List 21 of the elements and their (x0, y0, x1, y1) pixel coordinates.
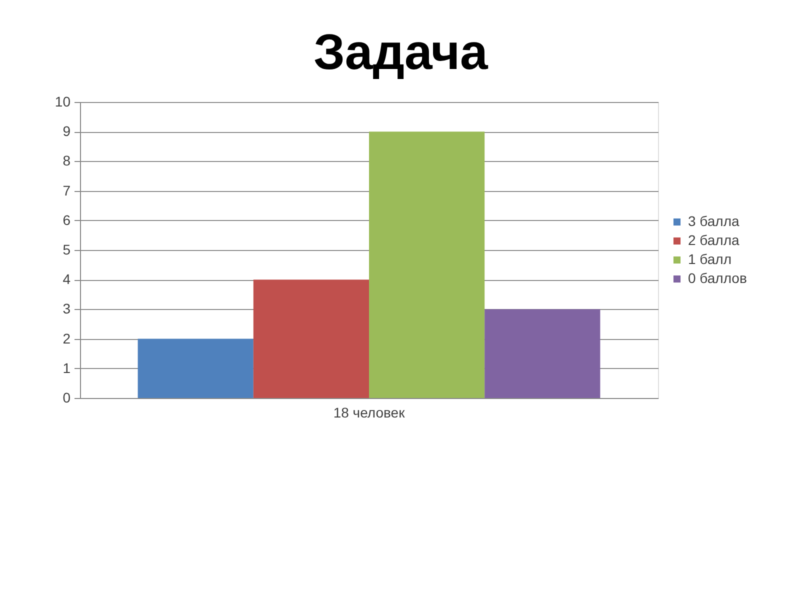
y-tick-label: 0 (62, 390, 71, 406)
y-tick-label: 8 (62, 152, 71, 169)
y-tick-label: 9 (62, 123, 71, 140)
bar (138, 338, 254, 398)
bar (253, 280, 369, 398)
y-tick-label: 4 (62, 271, 71, 288)
legend-label: 2 балла (688, 232, 740, 248)
bar (369, 132, 485, 398)
y-tick-label: 10 (54, 94, 71, 110)
legend-label: 0 баллов (688, 270, 747, 286)
y-tick-label: 6 (62, 212, 71, 228)
y-tick-label: 5 (62, 242, 71, 258)
chart-title: Задача (314, 24, 490, 80)
legend-label: 3 балла (688, 213, 740, 229)
y-tick-label: 2 (62, 330, 71, 346)
y-tick-label: 3 (62, 300, 71, 317)
x-tick-label: 18 человек (333, 404, 406, 420)
legend-label: 1 балл (688, 251, 732, 267)
y-tick-label: 1 (62, 360, 71, 376)
bar (484, 309, 600, 398)
y-tick-label: 7 (62, 182, 71, 198)
